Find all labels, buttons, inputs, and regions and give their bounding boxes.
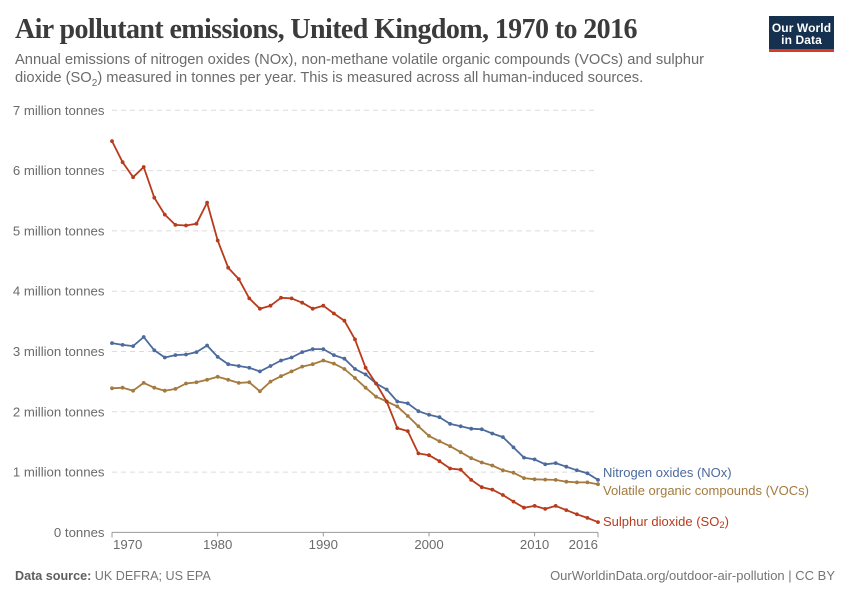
svg-text:0 tonnes: 0 tonnes: [54, 525, 105, 540]
svg-text:1970: 1970: [113, 537, 142, 552]
svg-text:2010: 2010: [520, 537, 549, 552]
svg-text:1990: 1990: [309, 537, 338, 552]
svg-text:1980: 1980: [203, 537, 232, 552]
svg-text:3 million tonnes: 3 million tonnes: [13, 344, 105, 359]
svg-text:Nitrogen oxides (NOx): Nitrogen oxides (NOx): [603, 465, 732, 480]
svg-text:4 million tonnes: 4 million tonnes: [13, 284, 105, 299]
svg-text:6 million tonnes: 6 million tonnes: [13, 163, 105, 178]
svg-text:Sulphur dioxide (SO2): Sulphur dioxide (SO2): [603, 514, 729, 531]
svg-text:1 million tonnes: 1 million tonnes: [13, 465, 105, 480]
svg-text:Volatile organic compounds (VO: Volatile organic compounds (VOCs): [603, 483, 809, 498]
svg-text:2016: 2016: [569, 537, 598, 552]
svg-text:2 million tonnes: 2 million tonnes: [13, 404, 105, 419]
svg-text:7 million tonnes: 7 million tonnes: [13, 103, 105, 118]
svg-text:2000: 2000: [414, 537, 443, 552]
svg-text:5 million tonnes: 5 million tonnes: [13, 223, 105, 238]
